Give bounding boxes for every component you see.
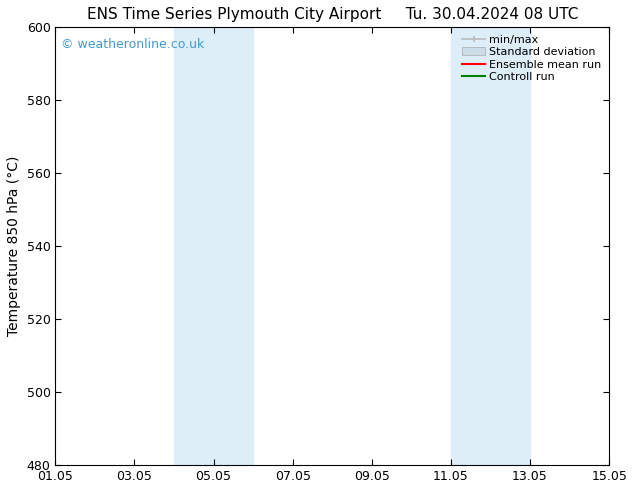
Legend: min/max, Standard deviation, Ensemble mean run, Controll run: min/max, Standard deviation, Ensemble me… <box>460 33 604 84</box>
Bar <box>451 27 530 465</box>
Bar <box>174 27 253 465</box>
Y-axis label: Temperature 850 hPa (°C): Temperature 850 hPa (°C) <box>7 156 21 337</box>
Title: ENS Time Series Plymouth City Airport     Tu. 30.04.2024 08 UTC: ENS Time Series Plymouth City Airport Tu… <box>87 7 578 22</box>
Text: © weatheronline.co.uk: © weatheronline.co.uk <box>61 38 204 51</box>
